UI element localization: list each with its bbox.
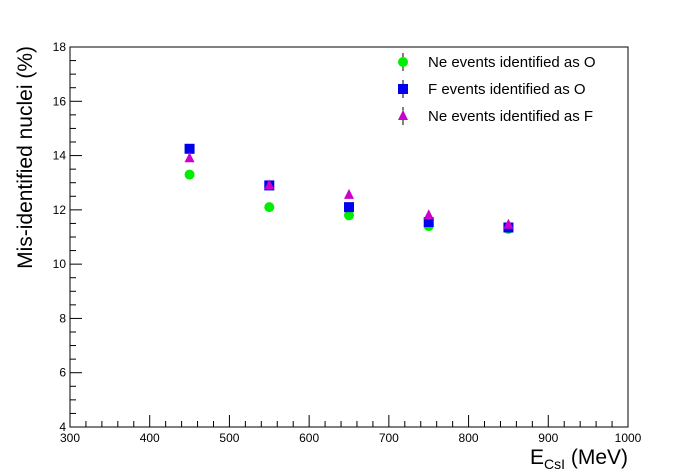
legend-marker (398, 57, 408, 67)
data-points (184, 143, 514, 234)
y-tick-label: 6 (59, 366, 66, 380)
y-tick-label: 4 (59, 420, 66, 434)
data-point (264, 179, 275, 190)
legend-entry: Ne events identified as F (398, 107, 593, 125)
y-tick-label: 16 (53, 94, 67, 108)
x-tick-label: 500 (219, 431, 239, 445)
y-tick-label: 10 (53, 257, 67, 271)
data-point (423, 217, 434, 228)
legend-entry: Ne events identified as O (398, 53, 596, 71)
legend-marker (398, 84, 408, 94)
legend-label: F events identified as O (428, 81, 586, 98)
y-axis: 4 6 8 10 12 14 16 18 (53, 40, 82, 434)
y-tick-label: 12 (53, 203, 67, 217)
y-tick-label: 8 (59, 311, 66, 325)
x-tick-label: 1000 (615, 431, 642, 445)
x-tick-label: 800 (459, 431, 479, 445)
series-1 (184, 169, 514, 234)
x-tick-label: 700 (379, 431, 399, 445)
data-point (184, 169, 195, 180)
data-point (184, 152, 195, 163)
data-point (264, 202, 275, 213)
x-tick-label: 300 (60, 431, 80, 445)
legend-entry: F events identified as O (398, 80, 586, 98)
legend-marker (398, 110, 408, 120)
data-point (503, 218, 514, 229)
data-point (184, 143, 195, 154)
x-axis-title-unit: (MeV) (565, 446, 628, 469)
x-tick-label: 400 (140, 431, 160, 445)
series-3 (184, 152, 514, 229)
plot-frame (69, 46, 629, 428)
legend-label: Ne events identified as O (428, 54, 596, 71)
x-axis-title-main: E (530, 446, 544, 469)
x-axis-title-subscript: CsI (544, 456, 565, 472)
x-tick-label: 600 (299, 431, 319, 445)
x-axis-title: ECsI (MeV) (530, 446, 628, 472)
y-tick-label: 18 (53, 40, 67, 54)
data-point (344, 202, 354, 213)
legend: Ne events identified as O F events identi… (398, 53, 596, 125)
x-axis: 300 400 500 600 700 800 900 1000 (60, 415, 642, 445)
data-point (423, 209, 434, 220)
data-point (344, 188, 354, 199)
data-point (344, 210, 354, 221)
x-tick-label: 900 (538, 431, 558, 445)
legend-label: Ne events identified as F (428, 108, 593, 125)
y-tick-label: 14 (53, 149, 67, 163)
y-axis-title: Mis-identified nuclei (%) (14, 46, 37, 269)
